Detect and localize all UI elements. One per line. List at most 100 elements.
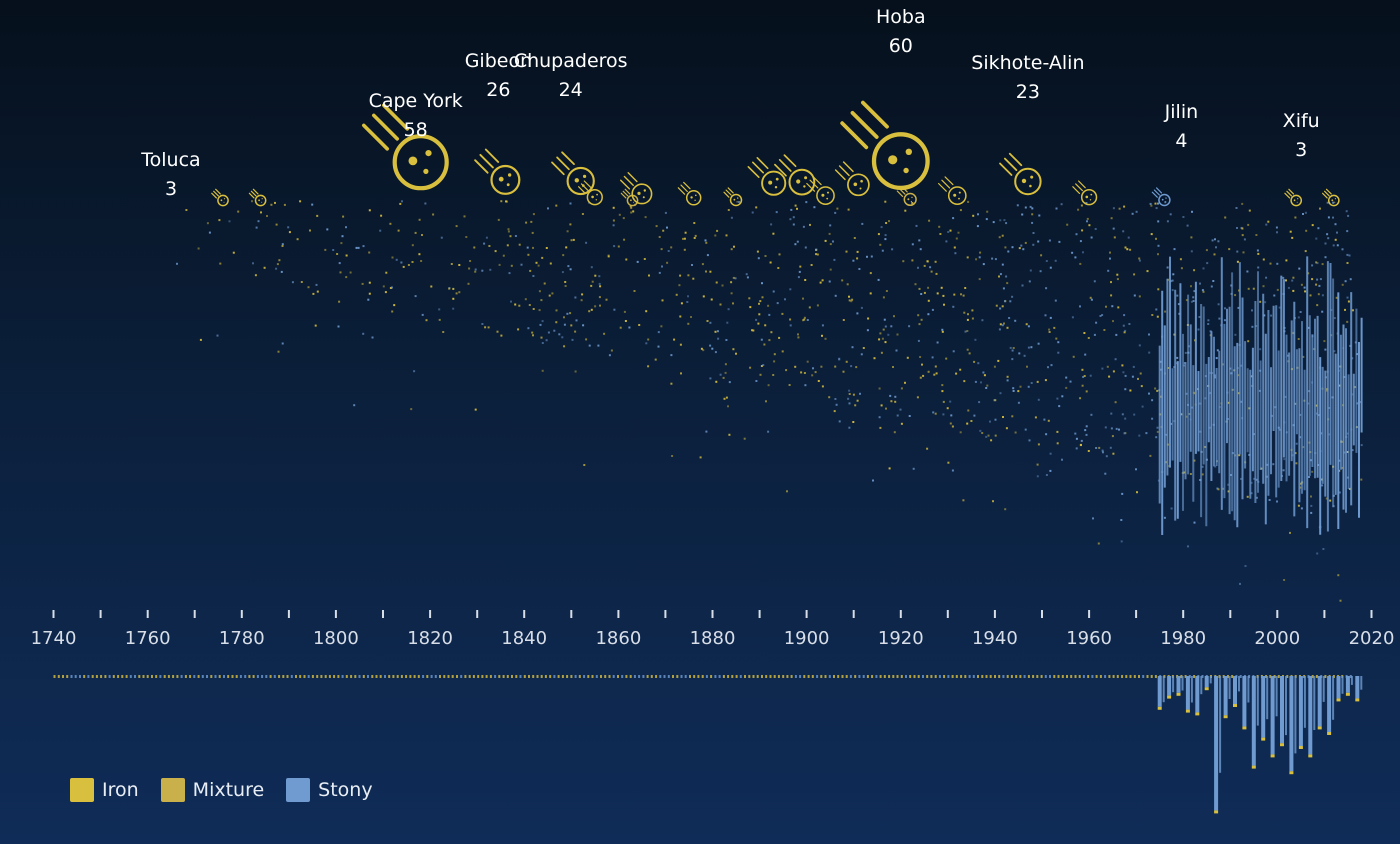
scatter-point bbox=[1079, 444, 1082, 447]
scatter-point bbox=[735, 352, 737, 355]
scatter-point bbox=[1240, 364, 1243, 367]
scatter-point bbox=[1017, 401, 1020, 404]
histogram-bar-iron bbox=[1242, 726, 1247, 730]
meteor-trail bbox=[937, 182, 947, 192]
scatter-point bbox=[1291, 279, 1294, 282]
scatter-point bbox=[1321, 263, 1324, 266]
histogram-bar-stony bbox=[1190, 676, 1193, 703]
x-axis: 1740 1760 1780 1800 1820 1840 1860 1880 1900 1920… bbox=[31, 610, 1395, 649]
meteor-crater bbox=[796, 179, 801, 184]
scatter-point bbox=[643, 258, 646, 260]
baseline-mark bbox=[714, 675, 717, 678]
scatter-point bbox=[1251, 325, 1254, 328]
scatter-point bbox=[1072, 355, 1075, 358]
scatter-point bbox=[794, 243, 797, 246]
scatter-point bbox=[1012, 390, 1015, 392]
scatter-point bbox=[1085, 433, 1088, 436]
scatter-point bbox=[1138, 295, 1141, 298]
scatter-point bbox=[1315, 283, 1318, 286]
scatter-point bbox=[869, 292, 872, 295]
scatter-point bbox=[654, 358, 657, 361]
scatter-point bbox=[353, 404, 356, 407]
scatter-point bbox=[1272, 463, 1275, 466]
scatter-point bbox=[338, 262, 341, 265]
scatter-point bbox=[725, 396, 728, 399]
scatter-point bbox=[1214, 465, 1217, 468]
scatter-point bbox=[1020, 244, 1023, 247]
legend-item-stony[interactable]: Stony bbox=[286, 778, 373, 802]
meteor-icon bbox=[677, 181, 702, 206]
legend-item-iron[interactable]: Iron bbox=[70, 778, 139, 802]
scatter-point bbox=[847, 397, 850, 400]
scatter-point bbox=[838, 420, 841, 423]
scatter-point bbox=[1267, 220, 1270, 223]
scatter-point bbox=[885, 222, 888, 224]
scatter-point bbox=[927, 313, 930, 316]
legend-item-mixture[interactable]: Mixture bbox=[160, 778, 264, 802]
scatter-point bbox=[978, 401, 981, 404]
scatter-point bbox=[1309, 459, 1312, 462]
histogram-bar-stony bbox=[1223, 676, 1228, 716]
baseline-mark bbox=[604, 675, 607, 678]
scatter-point bbox=[982, 263, 985, 266]
scatter-point bbox=[1086, 217, 1089, 220]
scatter-point bbox=[778, 253, 781, 256]
baseline-mark bbox=[854, 675, 857, 678]
scatter-point bbox=[885, 290, 888, 292]
scatter-point bbox=[724, 371, 727, 374]
baseline-mark bbox=[210, 675, 213, 678]
scatter-point bbox=[915, 224, 918, 227]
scatter-point bbox=[553, 329, 556, 332]
scatter-point bbox=[1104, 472, 1107, 475]
scatter-point bbox=[1321, 484, 1324, 487]
scatter-point bbox=[1056, 430, 1059, 433]
scatter-point bbox=[1112, 227, 1115, 230]
x-axis-tick-label: 2020 bbox=[1349, 628, 1395, 649]
baseline-mark bbox=[900, 675, 903, 678]
histogram-bar-iron bbox=[1355, 698, 1360, 702]
meteor-trail bbox=[809, 179, 819, 189]
scatter-point bbox=[975, 258, 978, 261]
scatter-point bbox=[929, 266, 932, 269]
scatter-point bbox=[1117, 306, 1120, 309]
scatter-point bbox=[1031, 221, 1034, 224]
baseline-mark bbox=[998, 675, 1001, 678]
meteor-body bbox=[254, 194, 267, 207]
scatter-point bbox=[853, 237, 856, 239]
scatter-point bbox=[1039, 270, 1042, 273]
meteor-trail bbox=[1325, 188, 1332, 195]
scatter-point bbox=[687, 322, 690, 325]
histogram-bar-iron bbox=[1176, 692, 1181, 696]
scatter-point bbox=[368, 251, 371, 254]
meteor-crater bbox=[910, 200, 913, 203]
scatter-point bbox=[1287, 286, 1290, 289]
meteor-icon bbox=[747, 157, 787, 196]
scatter-point bbox=[1005, 427, 1008, 430]
baseline-mark bbox=[1091, 675, 1094, 678]
scatter-point bbox=[1217, 303, 1220, 306]
scatter-point bbox=[276, 263, 279, 266]
scatter-point bbox=[1154, 202, 1157, 205]
meteor-crater bbox=[803, 185, 806, 188]
scatter-point bbox=[1338, 459, 1341, 462]
scatter-point bbox=[986, 384, 989, 387]
scatter-point bbox=[1311, 264, 1314, 267]
scatter-point bbox=[881, 337, 884, 340]
scatter-point bbox=[362, 245, 365, 248]
scatter-point bbox=[816, 304, 819, 307]
scatter-point bbox=[636, 260, 639, 263]
baseline-mark bbox=[909, 675, 912, 678]
scatter-point bbox=[926, 447, 929, 450]
scatter-point bbox=[455, 225, 458, 228]
scatter-point bbox=[1207, 319, 1210, 322]
histogram-bar-stony bbox=[1313, 676, 1316, 730]
scatter-point bbox=[623, 310, 626, 313]
scatter-point bbox=[1005, 275, 1008, 278]
scatter-point bbox=[797, 276, 800, 279]
scatter-point bbox=[809, 223, 811, 226]
scatter-point bbox=[391, 310, 394, 313]
scatter-point bbox=[683, 237, 686, 240]
scatter-point bbox=[821, 279, 824, 282]
scatter-point bbox=[936, 341, 939, 344]
histogram-bar-iron bbox=[1233, 704, 1237, 707]
